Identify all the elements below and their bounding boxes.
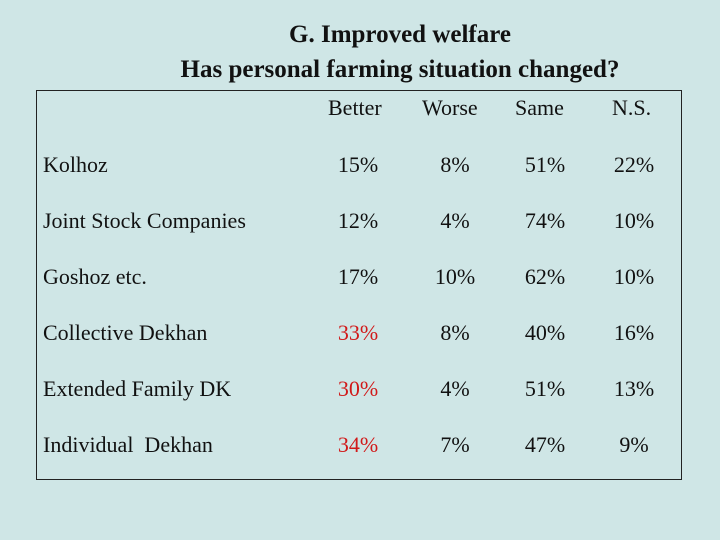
value-same: 40% <box>524 320 566 345</box>
value-better: 33% <box>337 320 379 345</box>
value-same: 51% <box>524 152 566 177</box>
value-ns: 13% <box>613 376 655 401</box>
value-ns: 10% <box>613 208 655 233</box>
column-header-better: Better <box>328 95 382 120</box>
value-better: 17% <box>337 264 379 289</box>
value-same: 74% <box>524 208 566 233</box>
row-label: Extended Family DK <box>43 376 232 401</box>
value-ns: 22% <box>613 152 655 177</box>
value-ns: 16% <box>613 320 655 345</box>
title-line-1: G. Improved welfare <box>289 21 511 48</box>
value-same: 62% <box>524 264 566 289</box>
row-label: Individual Dekhan <box>43 432 213 457</box>
value-worse: 4% <box>440 376 470 401</box>
value-worse: 10% <box>434 264 476 289</box>
value-better: 34% <box>337 432 379 457</box>
value-better: 12% <box>337 208 379 233</box>
value-worse: 7% <box>440 432 470 457</box>
column-header-worse: Worse <box>422 95 478 120</box>
title-line-2: Has personal farming situation changed? <box>180 56 620 83</box>
value-better: 15% <box>337 152 379 177</box>
value-same: 47% <box>524 432 566 457</box>
value-ns: 10% <box>613 264 655 289</box>
row-label: Joint Stock Companies <box>43 208 246 233</box>
value-worse: 8% <box>440 320 470 345</box>
value-better: 30% <box>337 376 379 401</box>
value-worse: 4% <box>440 208 470 233</box>
table-frame <box>36 90 682 480</box>
row-label: Collective Dekhan <box>43 320 208 345</box>
row-label: Goshoz etc. <box>43 264 147 289</box>
column-header-same: Same <box>515 95 564 120</box>
column-header-ns: N.S. <box>612 95 652 120</box>
value-ns: 9% <box>619 432 649 457</box>
value-same: 51% <box>524 376 566 401</box>
value-worse: 8% <box>440 152 470 177</box>
row-label: Kolhoz <box>43 152 108 177</box>
